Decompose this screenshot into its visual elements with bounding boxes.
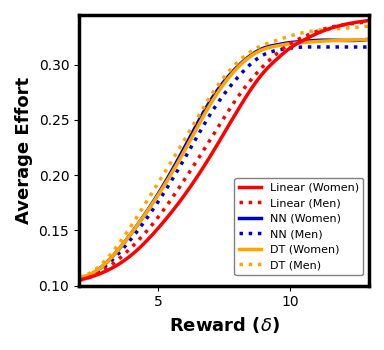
X-axis label: Reward ($\delta$): Reward ($\delta$) [169, 315, 280, 335]
Y-axis label: Average Effort: Average Effort [15, 77, 33, 224]
Legend: Linear (Women), Linear (Men), NN (Women), NN (Men), DT (Women), DT (Men): Linear (Women), Linear (Men), NN (Women)… [234, 178, 363, 275]
